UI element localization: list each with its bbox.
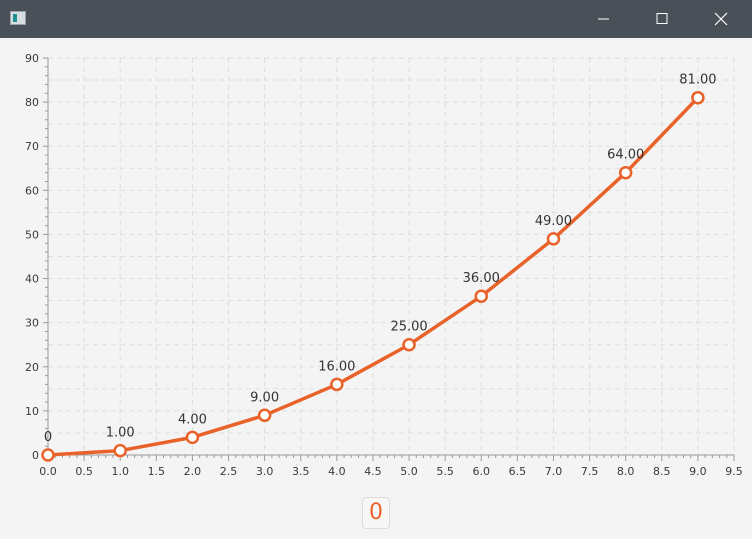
- x-tick-label: 4.0: [328, 465, 346, 478]
- x-tick-label: 5.0: [400, 465, 418, 478]
- y-tick-label: 80: [25, 96, 39, 109]
- y-tick-label: 30: [25, 317, 39, 330]
- data-point: [402, 337, 416, 352]
- y-tick-label: 20: [25, 361, 39, 374]
- x-tick-label: 7.0: [545, 465, 563, 478]
- x-tick-label: 9.5: [725, 465, 743, 478]
- y-tick-label: 40: [25, 273, 39, 286]
- data-label: 16.00: [318, 359, 355, 374]
- data-point: [546, 232, 561, 246]
- data-point: [474, 289, 489, 303]
- y-tick-label: 60: [25, 184, 39, 197]
- close-button[interactable]: [692, 0, 750, 38]
- data-label: 49.00: [535, 214, 572, 229]
- data-point: [257, 408, 272, 423]
- data-label: 4.00: [178, 412, 207, 427]
- x-tick-label: 1.5: [148, 465, 166, 478]
- data-label: 1.00: [106, 426, 135, 441]
- y-tick-label: 90: [25, 52, 39, 65]
- data-label: 36.00: [463, 271, 500, 286]
- minimize-icon: [598, 18, 609, 20]
- maximize-button[interactable]: [632, 0, 690, 38]
- x-tick-label: 8.0: [617, 465, 635, 478]
- title-bar: [0, 0, 752, 38]
- x-tick-label: 0.0: [39, 465, 57, 478]
- data-point: [330, 377, 344, 392]
- y-tick-label: 10: [25, 405, 39, 418]
- x-tick-label: 9.0: [689, 465, 707, 478]
- x-tick-label: 2.5: [220, 465, 238, 478]
- y-tick-label: 50: [25, 228, 39, 241]
- x-tick-label: 1.0: [111, 465, 129, 478]
- data-label: 64.00: [607, 148, 644, 163]
- close-icon: [714, 12, 728, 26]
- x-tick-label: 0.5: [75, 465, 93, 478]
- y-tick-label: 0: [32, 449, 39, 462]
- x-tick-label: 6.5: [509, 465, 527, 478]
- x-tick-label: 7.5: [581, 465, 599, 478]
- counter-button[interactable]: 0: [362, 497, 390, 529]
- maximize-icon: [656, 13, 668, 24]
- data-label: 9.00: [250, 390, 279, 405]
- y-tick-label: 70: [25, 140, 39, 153]
- data-label: 81.00: [679, 73, 716, 88]
- line-chart: 0 10 20 30 40 50 60 70 80 90 0.0 0.5 1.0 1.5 2.0 2.5 3.0…: [25, 52, 743, 478]
- x-tick-label: 5.5: [436, 465, 454, 478]
- data-label: 25.00: [390, 320, 427, 335]
- app-window-icon: [10, 11, 26, 25]
- data-point: [618, 165, 633, 180]
- data-point: [41, 448, 55, 462]
- x-tick-label: 6.0: [473, 465, 491, 478]
- x-tick-label: 3.5: [292, 465, 310, 478]
- x-tick-label: 2.0: [184, 465, 202, 478]
- x-tick-label: 8.5: [653, 465, 671, 478]
- data-point: [185, 430, 200, 445]
- data-point: [113, 443, 127, 458]
- x-tick-label: 3.0: [256, 465, 274, 478]
- minimize-button[interactable]: [574, 0, 632, 38]
- data-point: [691, 90, 705, 105]
- series-line: [46, 95, 700, 457]
- x-tick-label: 4.5: [364, 465, 382, 478]
- data-label: 0: [44, 430, 52, 445]
